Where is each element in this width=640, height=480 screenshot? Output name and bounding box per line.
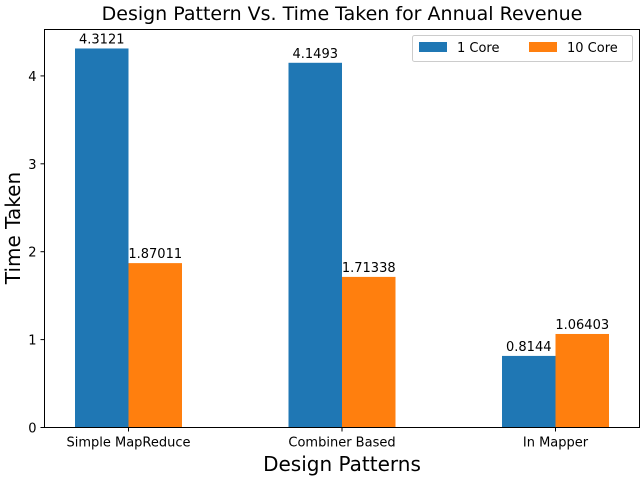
y-tick-label-1: 1: [28, 334, 36, 349]
bar-labels-group: 4.3121 4.1493 0.8144 1.87011 1.71338 1.06403: [79, 32, 609, 354]
x-tick-label-1: Combiner Based: [288, 436, 395, 451]
x-axis-label: Design Patterns: [263, 452, 421, 476]
bar-1-3: [502, 355, 556, 428]
bar-value-label-1-3: 0.8144: [506, 340, 552, 355]
y-tick-label-0: 0: [28, 422, 36, 437]
legend-swatch-1: [419, 42, 447, 52]
legend-label-2: 10 Core: [567, 41, 618, 56]
y-tick-label-4: 4: [28, 70, 36, 85]
y-tick-label-3: 3: [28, 158, 36, 173]
bar-1-1: [75, 48, 129, 428]
bar-2-2: [342, 276, 396, 428]
y-axis-label: Time Taken: [1, 172, 25, 285]
bars-group: [75, 48, 609, 428]
legend-box: [412, 35, 633, 62]
legend-label-1: 1 Core: [457, 41, 500, 56]
y-axis: 0 1 2 3 4: [28, 70, 45, 437]
bar-value-label-1-2: 4.1493: [293, 47, 339, 62]
bar-value-label-2-3: 1.06403: [555, 318, 609, 333]
legend-swatch-2: [529, 42, 557, 52]
legend: 1 Core 10 Core: [412, 35, 633, 62]
bar-value-label-2-1: 1.87011: [128, 247, 182, 262]
bar-2-3: [555, 333, 609, 428]
bar-value-label-1-1: 4.3121: [79, 32, 125, 47]
x-axis: Simple MapReduce Combiner Based In Mapper: [66, 427, 589, 451]
x-tick-label-0: Simple MapReduce: [66, 436, 190, 451]
bar-value-label-2-2: 1.71338: [342, 261, 396, 276]
y-tick-label-2: 2: [28, 246, 36, 261]
x-tick-label-2: In Mapper: [523, 436, 589, 451]
bar-2-1: [128, 263, 182, 428]
chart-title: Design Pattern Vs. Time Taken for Annual…: [102, 3, 583, 25]
bar-1-2: [288, 62, 342, 428]
